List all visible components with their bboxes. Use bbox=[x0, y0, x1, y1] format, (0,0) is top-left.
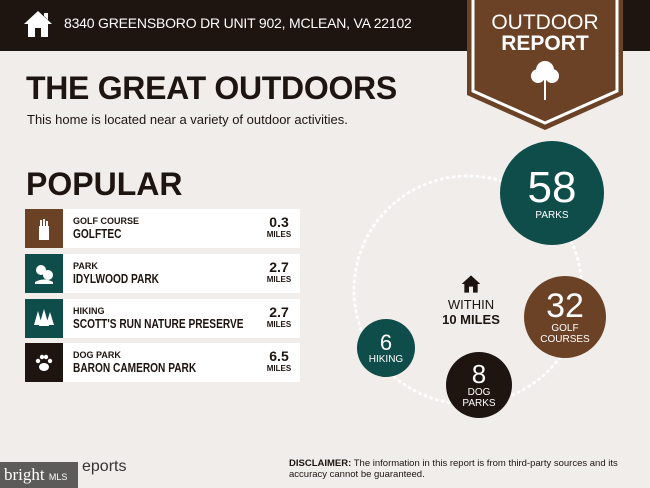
page-title: THE GREAT OUTDOORS bbox=[26, 70, 397, 106]
item-name: IDYLWOOD PARK bbox=[73, 271, 160, 286]
count-label: HIKING bbox=[368, 353, 404, 365]
popular-heading: POPULAR bbox=[26, 166, 183, 202]
item-name: SCOTT'S RUN NATURE PRESERVE bbox=[73, 316, 244, 331]
popular-item[interactable]: PARK IDYLWOOD PARK 2.7 MILES bbox=[25, 254, 300, 293]
count-value: 58 bbox=[527, 162, 577, 212]
count-label: PARKS bbox=[535, 209, 569, 221]
popular-item[interactable]: HIKING SCOTT'S RUN NATURE PRESERVE 2.7 MI… bbox=[25, 299, 300, 338]
page-subtitle: This home is located near a variety of o… bbox=[27, 112, 348, 127]
bright-mls-logo: bright MLS bbox=[0, 462, 78, 488]
count-circle: 6 HIKING bbox=[357, 319, 415, 377]
count-value: 6 bbox=[379, 329, 393, 355]
tree-icon bbox=[531, 61, 559, 100]
disclaimer: DISCLAIMER: The information in this repo… bbox=[289, 458, 618, 480]
count-label: GOLF COURSES bbox=[540, 323, 590, 345]
reports-label: eports bbox=[82, 458, 127, 475]
property-address: 8340 GREENSBORO DR UNIT 902, MCLEAN, VA … bbox=[64, 15, 412, 31]
item-category: DOG PARK bbox=[73, 350, 121, 360]
badge-title: OUTDOOR REPORT bbox=[491, 11, 599, 55]
pine-trees-icon bbox=[25, 299, 63, 338]
item-name: BARON CAMERON PARK bbox=[73, 360, 197, 375]
paw-icon bbox=[25, 343, 63, 382]
popular-item[interactable]: GOLF COURSE GOLFTEC 0.3 MILES bbox=[25, 209, 300, 248]
item-distance: 2.7 MILES bbox=[264, 305, 294, 329]
count-circle: 8 DOG PARKS bbox=[446, 352, 512, 418]
count-label: DOG PARKS bbox=[462, 387, 496, 409]
item-category: PARK bbox=[73, 261, 98, 271]
outdoor-report-badge bbox=[467, 0, 623, 130]
golf-bag-icon bbox=[25, 209, 63, 248]
within-label: WITHIN 10 MILES bbox=[428, 274, 514, 327]
count-value: 32 bbox=[546, 287, 584, 325]
popular-item[interactable]: DOG PARK BARON CAMERON PARK 6.5 MILES bbox=[25, 343, 300, 382]
home-icon bbox=[461, 275, 481, 293]
count-circle: 58 PARKS bbox=[500, 141, 604, 245]
item-distance: 2.7 MILES bbox=[264, 260, 294, 284]
item-name: GOLFTEC bbox=[73, 226, 122, 241]
home-icon bbox=[24, 11, 52, 37]
count-value: 8 bbox=[471, 359, 487, 389]
item-distance: 6.5 MILES bbox=[264, 349, 294, 373]
item-category: GOLF COURSE bbox=[73, 216, 140, 226]
item-category: HIKING bbox=[73, 306, 105, 316]
park-trees-icon bbox=[25, 254, 63, 293]
item-distance: 0.3 MILES bbox=[264, 215, 294, 239]
count-circle: 32 GOLF COURSES bbox=[524, 276, 606, 358]
